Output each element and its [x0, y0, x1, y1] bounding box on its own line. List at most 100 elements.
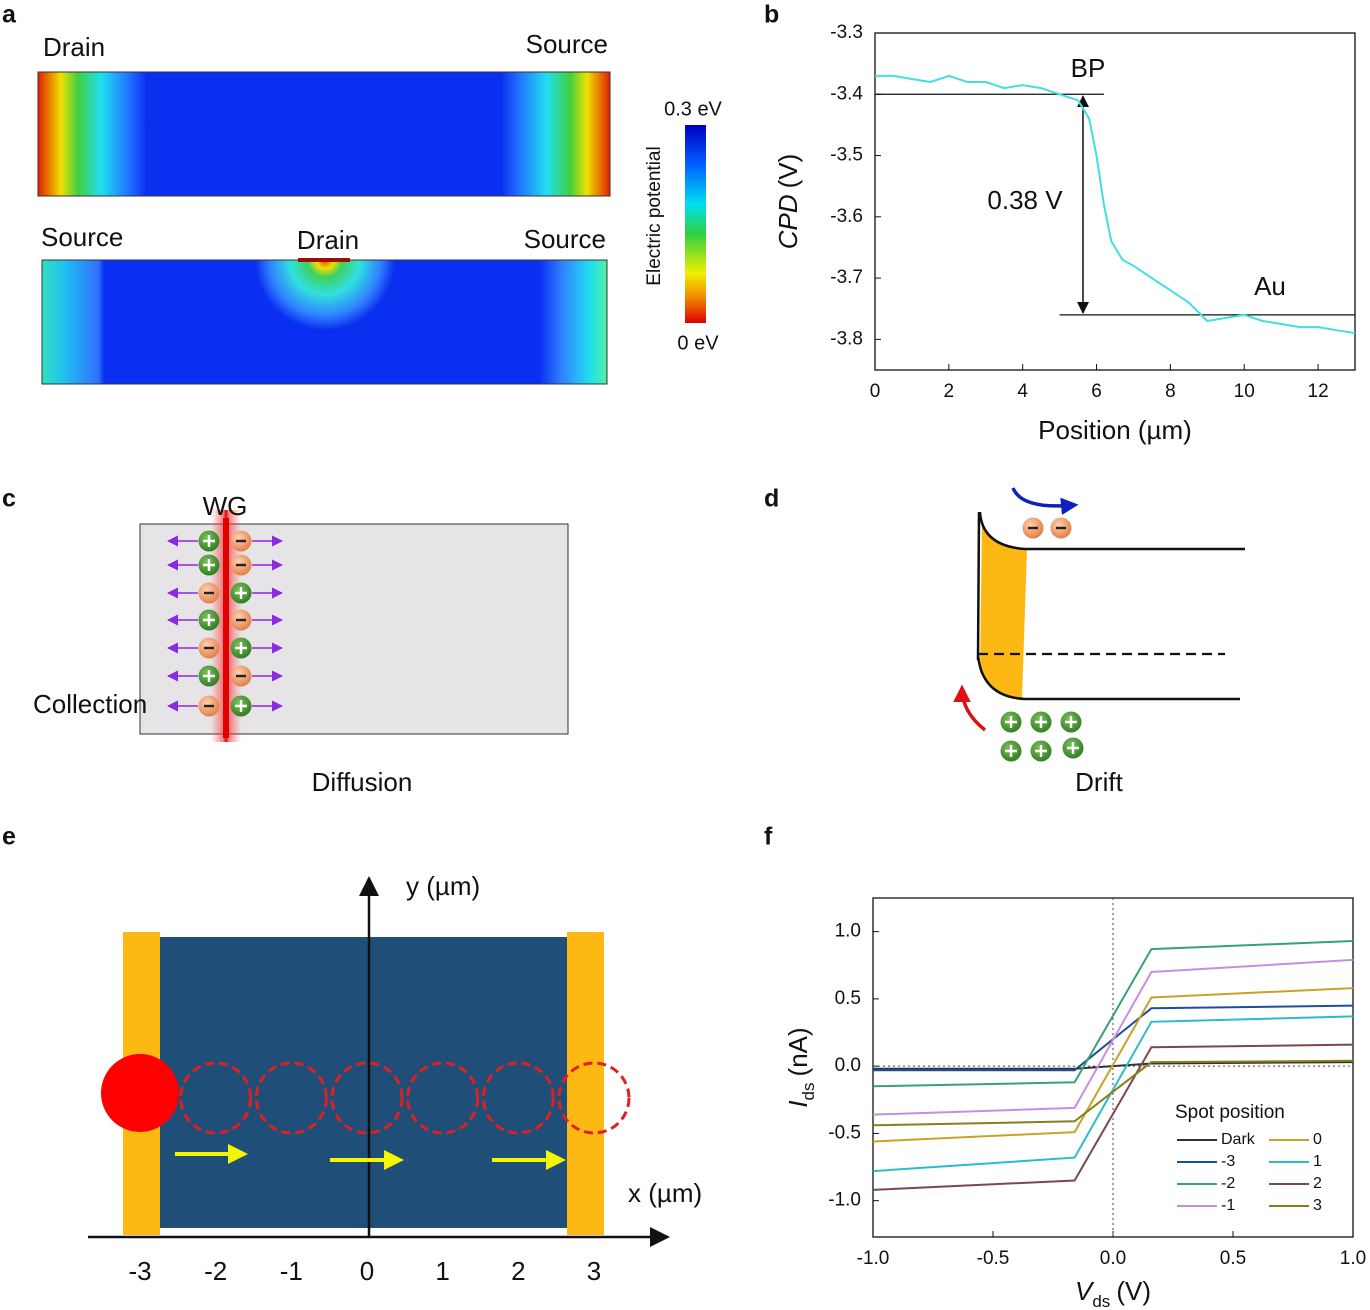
- data-line: [872, 1043, 1354, 1191]
- legend-label: -2: [1221, 1175, 1235, 1192]
- x-axis-label: Position (µm): [1038, 415, 1192, 445]
- carriers-part: [199, 666, 220, 687]
- panel-label: a: [2, 1, 17, 29]
- electron: [1051, 518, 1072, 539]
- carrier-arrows: [166, 535, 284, 712]
- colorbar-label: 0.3 eV: [664, 98, 722, 120]
- panel-label: e: [2, 823, 16, 851]
- carriers-part: [231, 610, 252, 631]
- axis-label: y (µm): [406, 871, 480, 901]
- y-tick-label: -3.7: [830, 267, 863, 288]
- y-axis-label-subscript: ds: [799, 1082, 818, 1100]
- region-label: Source: [526, 29, 608, 59]
- hole: [1001, 741, 1022, 762]
- laser-spot: [101, 1054, 179, 1132]
- x-tick-label: -2: [204, 1256, 227, 1286]
- x-tick-label: 8: [1165, 381, 1176, 402]
- y-axis-label: Ids (nA): [783, 1027, 818, 1107]
- y-axis-label-symbol: CPD: [773, 194, 803, 249]
- x-tick-label: 10: [1234, 381, 1255, 402]
- panel-c: WG Collection Diffusion: [33, 491, 569, 797]
- region-label: Drain: [43, 32, 105, 62]
- data-line: [872, 1059, 1354, 1127]
- x-tick-label: -1: [280, 1256, 303, 1286]
- x-tick-label: 2: [511, 1256, 525, 1286]
- conduction-band: [978, 511, 1245, 551]
- carriers-part: [231, 666, 252, 687]
- potential-map: [37, 71, 611, 197]
- legend-label: 0: [1313, 1131, 1322, 1148]
- region-label: Source: [524, 224, 606, 254]
- x-tick-label: 0.5: [1220, 1248, 1246, 1269]
- plot-frame: [874, 32, 1356, 371]
- annotation: 0.38 V: [987, 185, 1063, 215]
- y-axis-label-unit: (V): [773, 154, 803, 189]
- x-axis-label: Vds (V): [1075, 1276, 1151, 1310]
- x-axis-label-symbol: V: [1075, 1276, 1095, 1306]
- depletion-region: [980, 520, 1027, 698]
- carriers-part: [199, 696, 220, 717]
- x-tick-label: -3: [128, 1256, 151, 1286]
- hole-arrow: [953, 684, 987, 732]
- scan-arrows: [175, 1144, 566, 1170]
- x-tick-label: -0.5: [977, 1248, 1010, 1269]
- y-tick-label: -3.4: [830, 83, 863, 104]
- carriers-part: [199, 555, 220, 576]
- label: WG: [203, 491, 248, 521]
- legend-label: 3: [1313, 1197, 1322, 1214]
- x-tick-label: 3: [587, 1256, 601, 1286]
- x-axis-label-unit: (V): [1116, 1276, 1151, 1306]
- legend-title: Spot position: [1175, 1102, 1285, 1123]
- label: Drift: [1075, 767, 1123, 797]
- y-tick-label: -3.8: [830, 328, 863, 349]
- legend-label: Dark: [1221, 1131, 1256, 1148]
- hole: [1031, 712, 1052, 733]
- carriers-part: [231, 555, 252, 576]
- y-axis-label: CPD (V): [773, 154, 803, 250]
- hole: [1063, 738, 1084, 759]
- x-tick-label: 1.0: [1340, 1248, 1366, 1269]
- legend-label: -1: [1221, 1197, 1235, 1214]
- panel-label: d: [764, 485, 779, 513]
- panel-e: y (µm) x (µm): [88, 871, 702, 1247]
- data-line: [872, 987, 1354, 1143]
- legend-label: 2: [1313, 1175, 1322, 1192]
- carriers-part: [231, 583, 252, 604]
- electron-arrow: [1011, 487, 1079, 516]
- y-tick-label: 0.5: [835, 988, 861, 1009]
- y-tick-label: -3.5: [830, 145, 863, 166]
- y-tick-label: 0.0: [835, 1055, 861, 1076]
- x-tick-label: -1.0: [857, 1248, 890, 1269]
- panel-d: Drift: [953, 487, 1245, 797]
- carriers-part: [231, 696, 252, 717]
- hole: [1061, 712, 1082, 733]
- scan-spot: [330, 1061, 404, 1135]
- electrode: [567, 932, 604, 1235]
- y-axis-label-unit: (nA): [783, 1027, 813, 1076]
- scan-spot: [481, 1061, 555, 1135]
- y-axis-label-symbol: I: [783, 1100, 813, 1107]
- channel: [160, 937, 567, 1228]
- legend-label: -3: [1221, 1153, 1235, 1170]
- legend-label: 1: [1313, 1153, 1322, 1170]
- panel-label: c: [2, 485, 16, 513]
- y-tick-label: 1.0: [835, 921, 861, 942]
- panel-a: Drain Source Source Drain Source 0.3 eV …: [37, 29, 723, 385]
- carriers-part: [199, 610, 220, 631]
- colorbar-label: 0 eV: [677, 332, 719, 354]
- colorbar-title: Electric potential: [644, 146, 665, 285]
- x-tick-label: 2: [944, 381, 955, 402]
- valence-band: [976, 654, 1240, 701]
- electron: [1023, 518, 1044, 539]
- axis-label: x (µm): [628, 1178, 702, 1208]
- waveguide: [223, 518, 229, 738]
- x-tick-label: 1: [435, 1256, 449, 1286]
- data-line: [872, 940, 1354, 1088]
- x-tick-label: 12: [1308, 381, 1329, 402]
- scan-spot: [179, 1061, 253, 1135]
- carriers-part: [231, 531, 252, 552]
- hole: [1031, 741, 1052, 762]
- x-tick-label: 0.0: [1100, 1248, 1126, 1269]
- label: Diffusion: [312, 767, 413, 797]
